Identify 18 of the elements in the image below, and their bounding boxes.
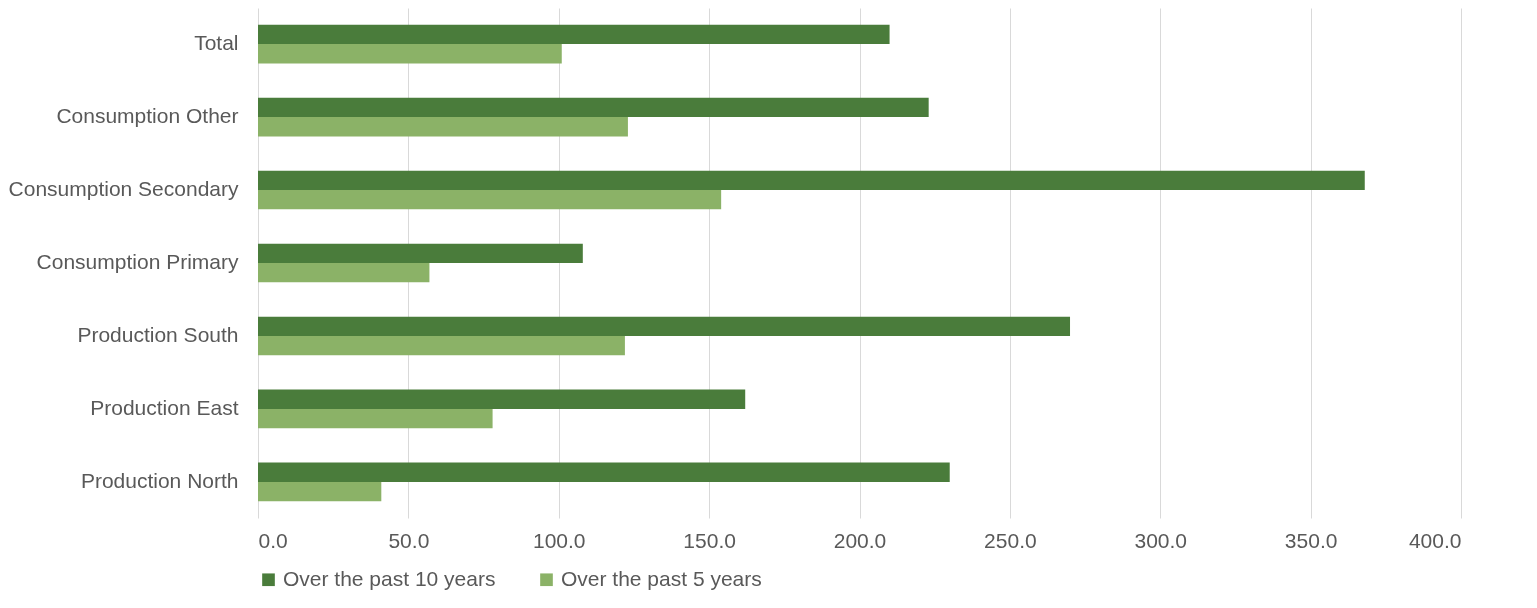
x-tick-label: 350.0: [1284, 528, 1338, 552]
x-tick-label: 100.0: [532, 528, 586, 552]
legend-label: Over the past 10 years: [283, 566, 496, 590]
y-tick-label: Consumption Secondary: [8, 177, 239, 201]
x-tick-label: 400.0: [1408, 528, 1462, 552]
y-tick-label: Consumption Primary: [36, 250, 239, 273]
x-tick-label: 50.0: [388, 528, 430, 552]
legend-label: Over the past 5 years: [561, 566, 762, 590]
x-tick-label: 150.0: [683, 528, 736, 552]
y-tick-label: Production East: [90, 395, 239, 419]
x-tick-label: 250.0: [984, 528, 1037, 552]
y-tick-label: Production North: [80, 468, 239, 492]
x-tick-label: 300.0: [1134, 528, 1188, 552]
y-tick-label: Production South: [77, 322, 239, 346]
x-tick-label: 0.0: [258, 528, 288, 552]
y-tick-label: Consumption Other: [56, 104, 239, 128]
y-tick-label: Total: [194, 31, 239, 55]
x-tick-label: 200.0: [833, 528, 887, 552]
